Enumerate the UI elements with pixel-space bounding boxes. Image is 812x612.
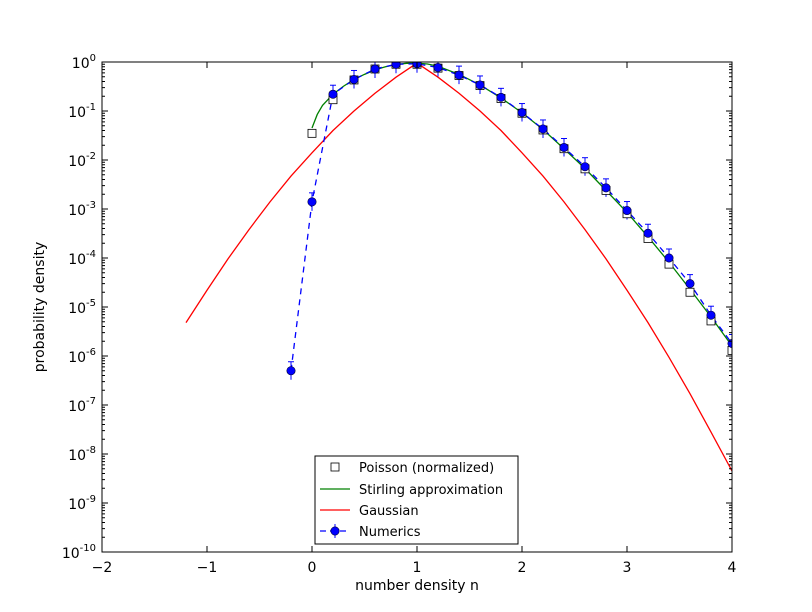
- legend-marker-poisson: [330, 462, 340, 472]
- y-tick-label: 10-4: [68, 249, 96, 268]
- numerics-point: [454, 70, 464, 80]
- numerics-point: [370, 64, 380, 74]
- y-tick-exponent: -8: [86, 445, 96, 456]
- y-tick-base: 10: [68, 154, 86, 170]
- y-tick-base: 10: [68, 301, 86, 317]
- y-axis-title: probability density: [32, 242, 48, 372]
- y-tick-base: 10: [68, 350, 86, 366]
- x-tick-label: 0: [308, 560, 317, 576]
- legend-label: Stirling approximation: [359, 483, 503, 498]
- y-tick-exponent: -3: [86, 200, 96, 211]
- y-tick-exponent: -5: [86, 298, 96, 309]
- y-tick-label: 10-6: [68, 347, 96, 366]
- poisson-point: [685, 287, 695, 297]
- numerics-point: [496, 92, 506, 102]
- y-tick-base: 10: [62, 546, 80, 562]
- legend-label: Gaussian: [359, 504, 419, 519]
- numerics-point: [517, 108, 527, 118]
- legend-marker-numerics: [330, 526, 340, 536]
- legend: Poisson (normalized) Stirling approximati…: [314, 455, 519, 545]
- y-tick-exponent: -10: [80, 543, 96, 554]
- numerics-series-line: [290, 63, 732, 371]
- numerics-point: [538, 124, 548, 134]
- numerics-point: [391, 62, 401, 69]
- y-tick-base: 10: [72, 56, 90, 72]
- numerics-point: [622, 206, 632, 216]
- y-tick-label: 10-10: [62, 543, 96, 562]
- numerics-point: [328, 89, 338, 99]
- gaussian-series-line: [185, 62, 732, 472]
- plot-content: [185, 62, 732, 472]
- numerics-point: [664, 253, 674, 263]
- y-tick-base: 10: [68, 497, 86, 513]
- poisson-point: [727, 346, 732, 355]
- y-tick-base: 10: [68, 448, 86, 464]
- numerics-point: [475, 80, 485, 90]
- x-tick-label: 2: [518, 560, 527, 576]
- numerics-point: [685, 279, 695, 289]
- y-tick-exponent: -9: [86, 494, 96, 505]
- numerics-point: [307, 197, 317, 207]
- y-tick-exponent: -1: [86, 102, 96, 113]
- y-tick-base: 10: [68, 105, 86, 121]
- tick-labels: −2 −1 0 1 2 3 410010-110-210-310-410-510-610-7…: [62, 53, 737, 576]
- y-tick-label: 10-8: [68, 445, 96, 464]
- x-tick-label: 1: [413, 560, 422, 576]
- y-tick-label: 100: [72, 53, 96, 72]
- y-tick-exponent: -7: [86, 396, 96, 407]
- numerics-point: [286, 366, 296, 376]
- y-tick-base: 10: [68, 252, 86, 268]
- x-tick-label: −1: [197, 560, 218, 576]
- y-tick-label: 10-9: [68, 494, 96, 513]
- y-tick-exponent: -4: [86, 249, 96, 260]
- y-tick-label: 10-1: [68, 102, 96, 121]
- y-tick-label: 10-5: [68, 298, 96, 317]
- x-tick-label: 3: [623, 560, 632, 576]
- legend-box: [314, 455, 519, 545]
- y-tick-label: 10-7: [68, 396, 96, 415]
- numerics-point: [643, 228, 653, 238]
- y-tick-exponent: -6: [86, 347, 96, 358]
- legend-label: Numerics: [359, 525, 421, 540]
- y-tick-exponent: -2: [86, 151, 96, 162]
- numerics-point: [559, 142, 569, 152]
- numerics-point: [433, 63, 443, 73]
- poisson-point: [307, 128, 317, 138]
- x-tick-label: 4: [728, 560, 737, 576]
- numerics-point: [580, 162, 590, 172]
- y-tick-label: 10-2: [68, 151, 96, 170]
- y-tick-base: 10: [68, 203, 86, 219]
- numerics-point: [349, 74, 359, 84]
- plot-frame: [101, 61, 733, 553]
- y-tick-base: 10: [68, 399, 86, 415]
- numerics-point: [601, 183, 611, 193]
- numerics-point: [706, 310, 716, 320]
- x-axis-title: number density n: [355, 578, 479, 594]
- y-tick-label: 10-3: [68, 200, 96, 219]
- legend-label: Poisson (normalized): [359, 461, 494, 476]
- x-tick-label: −2: [92, 560, 113, 576]
- y-tick-exponent: 0: [90, 53, 96, 64]
